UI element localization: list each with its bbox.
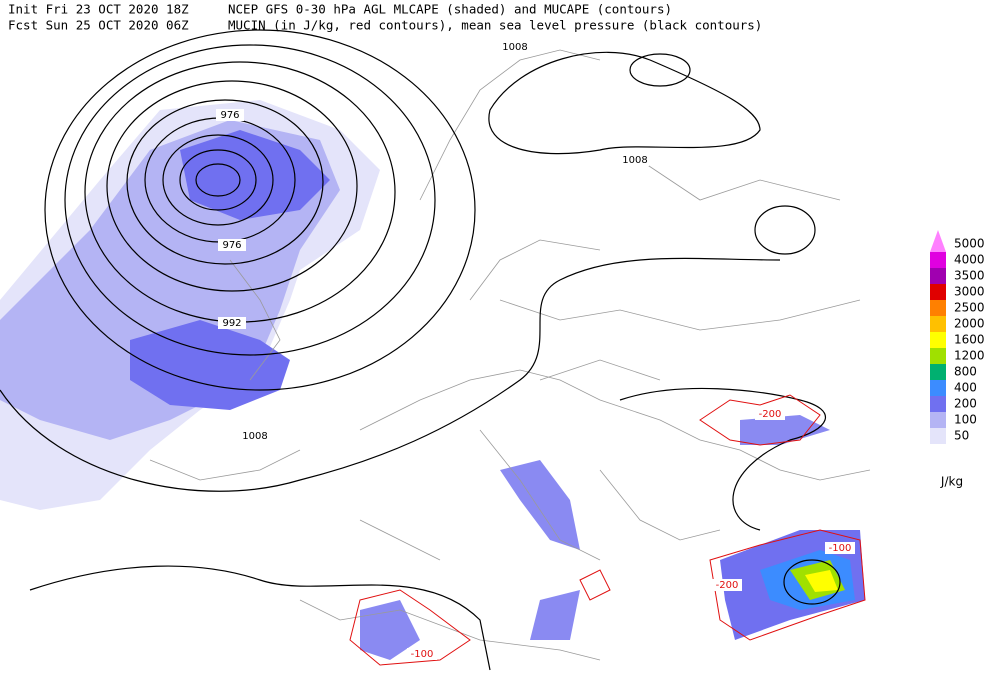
isobar-label: 976: [220, 110, 239, 121]
legend-swatch: [930, 268, 946, 284]
shading-1600: [805, 570, 838, 592]
coastline: [359, 369, 871, 481]
legend-label: 4000: [954, 253, 985, 267]
cin-contours: [349, 394, 866, 666]
legend-label: 3500: [954, 269, 985, 283]
shading-200: [130, 130, 330, 410]
contour-labels: 1008 976 976 992 1008 1008 -200 -100 -200 -100: [216, 41, 855, 660]
cin-label: -200: [716, 580, 739, 591]
legend-label: 200: [954, 397, 977, 411]
label-background: [407, 648, 437, 660]
init-time: Init Fri 23 OCT 2020 18Z: [8, 2, 189, 17]
isobar-label: 1008: [502, 42, 527, 53]
map-area: 1008 976 976 992 1008 1008 -200 -100 -200 -100: [0, 29, 871, 671]
legend-arrow: [930, 230, 946, 252]
label-background: [216, 109, 244, 121]
cin-label: -100: [411, 649, 434, 660]
isobar-label: 992: [222, 318, 241, 329]
legend-swatch: [930, 412, 946, 428]
border: [299, 159, 861, 661]
shading-200-south: [360, 415, 830, 660]
legend-swatch: [930, 332, 946, 348]
legend-label: 100: [954, 413, 977, 427]
coastline: [149, 49, 721, 561]
legend-label: 400: [954, 381, 977, 395]
legend-label: 3000: [954, 285, 985, 299]
legend-swatch: [930, 348, 946, 364]
cin-label: -200: [759, 409, 782, 420]
isobar-label: 1008: [622, 155, 647, 166]
isobar-label: 1008: [242, 431, 267, 442]
legend-label: 2500: [954, 301, 985, 315]
isobar-label: 976: [222, 240, 241, 251]
label-background: [825, 542, 855, 554]
legend-swatch: [930, 364, 946, 380]
legend-label: 5000: [954, 237, 985, 251]
label-background: [218, 239, 246, 251]
label-background: [218, 317, 246, 329]
legend-swatch: [930, 316, 946, 332]
legend-swatch: [930, 252, 946, 268]
map-title: NCEP GFS 0-30 hPa AGL MLCAPE (shaded) an…: [228, 2, 672, 17]
label-background: [712, 579, 742, 591]
legend-unit: J/kg: [940, 475, 963, 489]
label-background: [501, 41, 529, 53]
map-subtitle: MUCIN (in J/kg, red contours), mean sea …: [228, 18, 762, 33]
legend-label: 50: [954, 429, 969, 443]
legend-label: 1600: [954, 333, 985, 347]
legend-swatch: [930, 380, 946, 396]
label-background: [755, 408, 785, 420]
legend-label: 800: [954, 365, 977, 379]
legend-swatch: [930, 300, 946, 316]
label-background: [241, 430, 269, 442]
forecast-time: Fcst Sun 25 OCT 2020 06Z: [8, 18, 189, 33]
cin-label: -100: [829, 543, 852, 554]
legend-label: 2000: [954, 317, 985, 331]
legend-swatch: [930, 396, 946, 412]
legend: 5000 4000 3500 3000 2500 2000 1600 1200 800 400 20…: [930, 230, 985, 489]
legend-label: 1200: [954, 349, 985, 363]
legend-swatch: [930, 428, 946, 444]
label-background: [621, 154, 649, 166]
legend-swatch: [930, 284, 946, 300]
